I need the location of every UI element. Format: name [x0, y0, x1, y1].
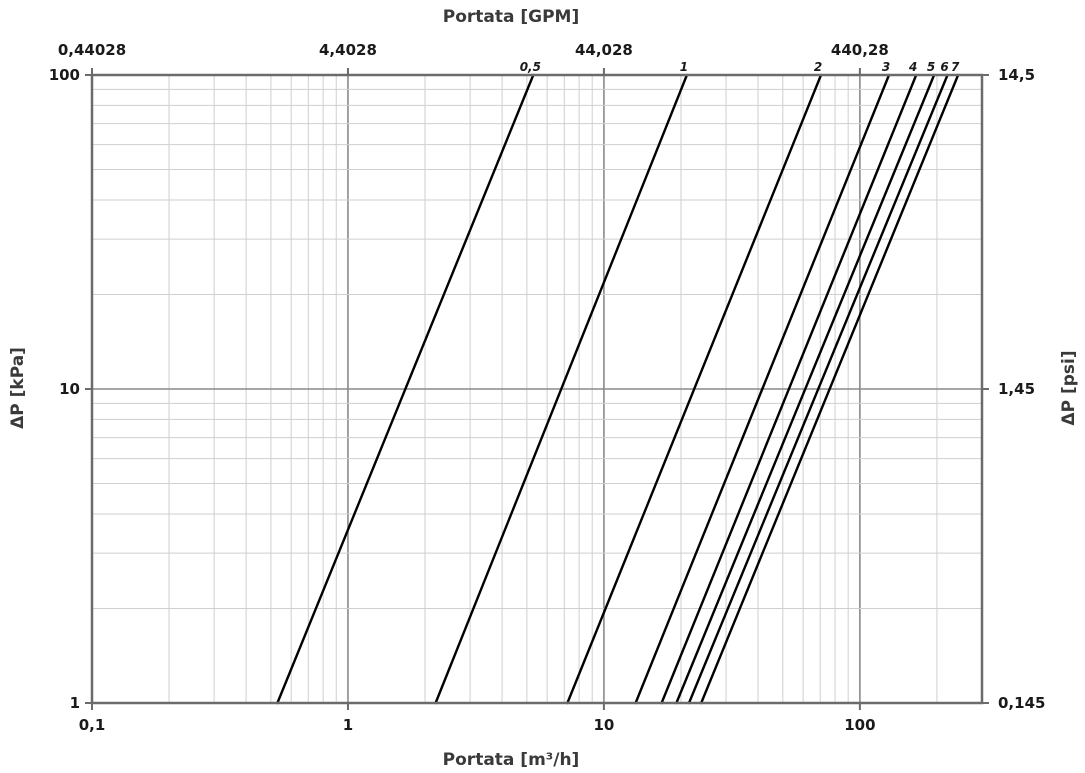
series-label: 7 — [951, 60, 960, 74]
y-axis-title: ΔP [kPa] — [8, 347, 28, 429]
series-label: 3 — [882, 60, 890, 74]
tick-labels: 0,1 1 10 100 0,44028 4,4028 44,028 440,28 1 10 100… — [49, 41, 1046, 734]
y2-axis-title: ΔP [psi] — [1059, 350, 1079, 425]
series-line — [634, 73, 891, 705]
series-group — [276, 73, 960, 705]
y2-tick-label: 1,45 — [998, 380, 1035, 398]
x2-tick-label: 4,4028 — [319, 41, 377, 59]
x2-tick-label: 0,44028 — [58, 41, 126, 59]
series-line — [566, 73, 823, 705]
series-label: 4 — [908, 60, 917, 74]
series-line — [675, 73, 936, 705]
x-tick-label: 10 — [593, 716, 614, 734]
series-label: 1 — [680, 60, 688, 74]
x2-tick-label: 44,028 — [575, 41, 633, 59]
series-line — [276, 73, 535, 705]
series-labels: 0,5 1 2 3 4 5 6 7 — [520, 60, 960, 74]
series-label: 0,5 — [520, 60, 541, 74]
grid — [92, 75, 982, 703]
series-line — [434, 73, 689, 705]
x-axis-title: Portata [m³/h] — [443, 750, 580, 770]
series-line — [660, 73, 918, 705]
y2-tick-label: 14,5 — [998, 66, 1035, 84]
y-tick-label: 100 — [49, 66, 80, 84]
series-label: 2 — [814, 60, 822, 74]
x2-axis-title: Portata [GPM] — [443, 7, 580, 27]
series-label: 6 — [940, 60, 948, 74]
series-line — [687, 73, 949, 705]
y2-tick-label: 0,145 — [998, 694, 1045, 712]
series-line — [700, 73, 960, 705]
x-tick-label: 100 — [844, 716, 875, 734]
x-tick-label: 0,1 — [79, 716, 106, 734]
x-tick-label: 1 — [343, 716, 353, 734]
y-tick-label: 10 — [59, 380, 80, 398]
x2-tick-label: 440,28 — [831, 41, 889, 59]
y-tick-label: 1 — [70, 694, 80, 712]
series-label: 5 — [927, 60, 935, 74]
